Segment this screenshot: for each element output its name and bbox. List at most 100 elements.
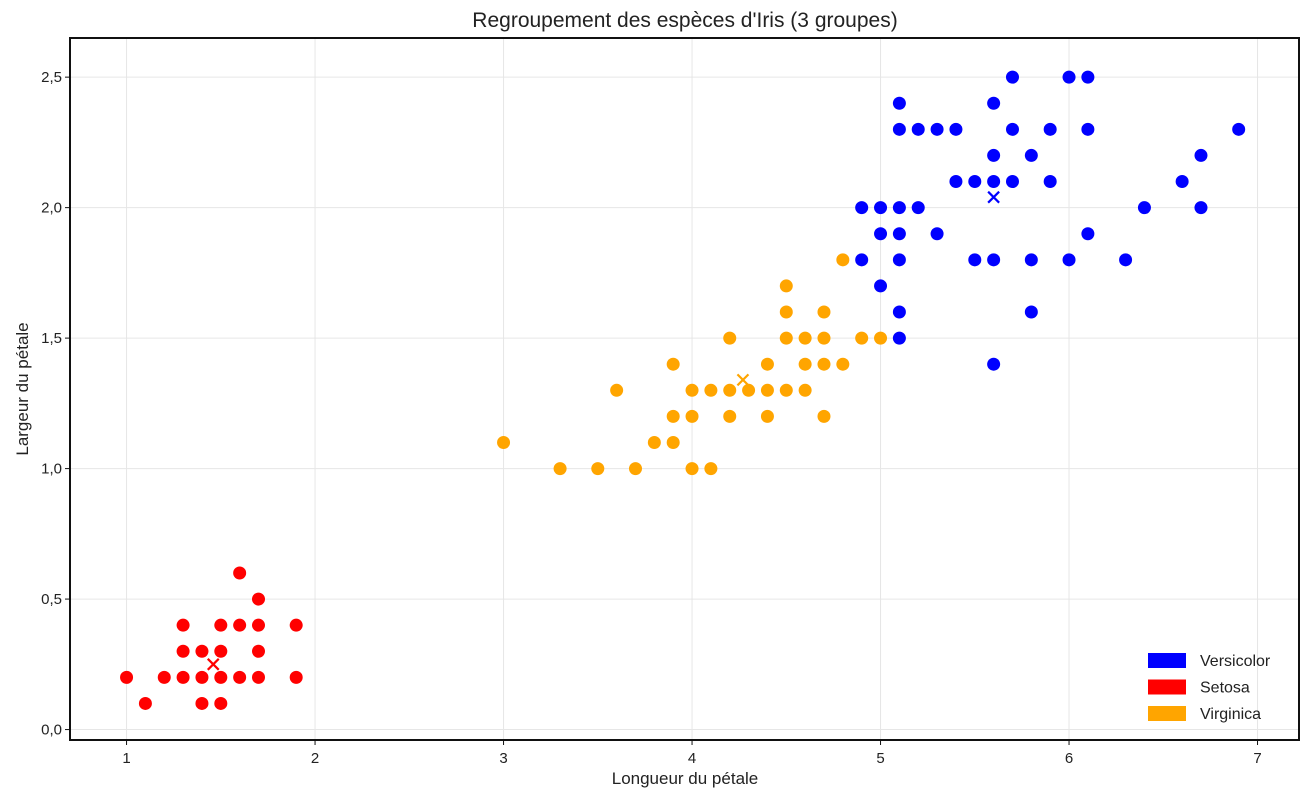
data-point-virginica xyxy=(779,331,793,345)
x-axis-label: Longueur du pétale xyxy=(612,769,759,788)
data-point-setosa xyxy=(289,618,303,632)
data-point-setosa xyxy=(214,618,228,632)
data-point-versicolor xyxy=(1043,175,1057,189)
data-point-virginica xyxy=(779,383,793,397)
data-point-virginica xyxy=(610,383,624,397)
x-tick-label: 3 xyxy=(499,750,507,767)
data-point-versicolor xyxy=(1062,70,1076,84)
data-point-virginica xyxy=(723,383,737,397)
data-point-virginica xyxy=(666,435,680,449)
data-point-setosa xyxy=(176,644,190,658)
data-point-versicolor xyxy=(855,253,869,267)
data-point-versicolor xyxy=(968,253,982,267)
data-point-versicolor xyxy=(855,201,869,215)
data-point-versicolor xyxy=(892,122,906,136)
centroid-stroke xyxy=(736,373,750,387)
y-axis-ticks: 0,0 0,5 1,0 1,5 2,0 2,5 xyxy=(41,69,70,739)
data-point-setosa xyxy=(214,696,228,710)
data-point-versicolor xyxy=(968,175,982,189)
data-point-virginica xyxy=(497,435,511,449)
data-point-setosa xyxy=(233,670,247,684)
centroid-marker-versicolor xyxy=(987,190,1000,204)
data-point-versicolor xyxy=(892,331,906,345)
data-point-setosa xyxy=(195,644,209,658)
data-point-versicolor xyxy=(892,253,906,267)
legend: Versicolor Setosa Virginica xyxy=(1148,653,1271,723)
data-point-virginica xyxy=(666,357,680,371)
centroid-stroke xyxy=(206,658,220,671)
data-point-virginica xyxy=(723,331,737,345)
data-point-virginica xyxy=(874,331,888,345)
legend-swatch-versicolor xyxy=(1148,653,1186,668)
data-point-setosa xyxy=(195,670,209,684)
y-tick-label: 2,0 xyxy=(41,200,62,217)
data-point-versicolor xyxy=(1005,175,1019,189)
data-point-virginica xyxy=(855,331,869,345)
data-point-virginica xyxy=(817,357,831,371)
x-tick-label: 1 xyxy=(122,750,130,767)
data-point-setosa xyxy=(214,644,228,658)
data-point-versicolor xyxy=(949,175,963,189)
data-point-versicolor xyxy=(1194,148,1208,162)
legend-swatch-setosa xyxy=(1148,679,1186,695)
data-point-virginica xyxy=(647,435,661,449)
centroids xyxy=(206,190,1000,671)
data-point-versicolor xyxy=(1119,253,1133,267)
data-point-virginica xyxy=(704,462,718,476)
data-point-versicolor xyxy=(1005,70,1019,84)
data-point-versicolor xyxy=(892,305,906,319)
data-point-versicolor xyxy=(1005,122,1019,136)
data-point-versicolor xyxy=(987,148,1001,162)
y-tick-label: 1,0 xyxy=(41,461,62,478)
data-point-versicolor xyxy=(892,227,906,241)
legend-label-setosa: Setosa xyxy=(1200,680,1250,697)
data-point-virginica xyxy=(817,305,831,319)
data-point-virginica xyxy=(685,383,699,397)
centroid-marker-setosa xyxy=(206,658,220,671)
x-tick-label: 4 xyxy=(688,750,696,767)
data-point-versicolor xyxy=(892,201,906,215)
data-point-virginica xyxy=(742,383,756,397)
data-point-virginica xyxy=(704,383,718,397)
data-point-setosa xyxy=(251,592,265,606)
data-point-versicolor xyxy=(987,175,1001,189)
data-point-setosa xyxy=(289,670,303,684)
data-point-setosa xyxy=(233,618,247,632)
data-point-versicolor xyxy=(1024,148,1038,162)
data-point-setosa xyxy=(195,696,209,710)
x-tick-label: 6 xyxy=(1065,750,1073,767)
data-point-versicolor xyxy=(930,122,944,136)
data-point-virginica xyxy=(666,409,680,423)
data-point-versicolor xyxy=(930,227,944,241)
y-tick-label: 0,5 xyxy=(41,591,62,608)
data-point-versicolor xyxy=(1081,227,1095,241)
x-tick-label: 5 xyxy=(876,750,884,767)
data-point-versicolor xyxy=(1232,122,1246,136)
data-point-versicolor xyxy=(892,96,906,110)
data-point-setosa xyxy=(120,670,134,684)
data-point-virginica xyxy=(798,357,812,371)
data-point-versicolor xyxy=(1081,122,1095,136)
data-point-virginica xyxy=(553,462,567,476)
x-tick-label: 2 xyxy=(311,750,319,767)
data-point-setosa xyxy=(157,670,171,684)
data-point-setosa xyxy=(176,670,190,684)
data-point-versicolor xyxy=(1043,122,1057,136)
data-point-setosa xyxy=(251,618,265,632)
data-point-virginica xyxy=(779,279,793,293)
data-points xyxy=(120,70,1246,710)
data-point-versicolor xyxy=(1024,305,1038,319)
data-point-setosa xyxy=(251,670,265,684)
data-point-setosa xyxy=(176,618,190,632)
y-tick-label: 2,5 xyxy=(41,69,62,86)
data-point-versicolor xyxy=(987,253,1001,267)
data-point-virginica xyxy=(798,331,812,345)
data-point-versicolor xyxy=(874,279,888,293)
data-point-versicolor xyxy=(911,122,925,136)
data-point-virginica xyxy=(836,357,850,371)
x-axis-ticks: 1 2 3 4 5 6 7 xyxy=(122,740,1262,767)
y-tick-label: 1,5 xyxy=(41,330,62,347)
data-point-virginica xyxy=(685,462,699,476)
data-point-virginica xyxy=(723,409,737,423)
data-point-setosa xyxy=(251,644,265,658)
